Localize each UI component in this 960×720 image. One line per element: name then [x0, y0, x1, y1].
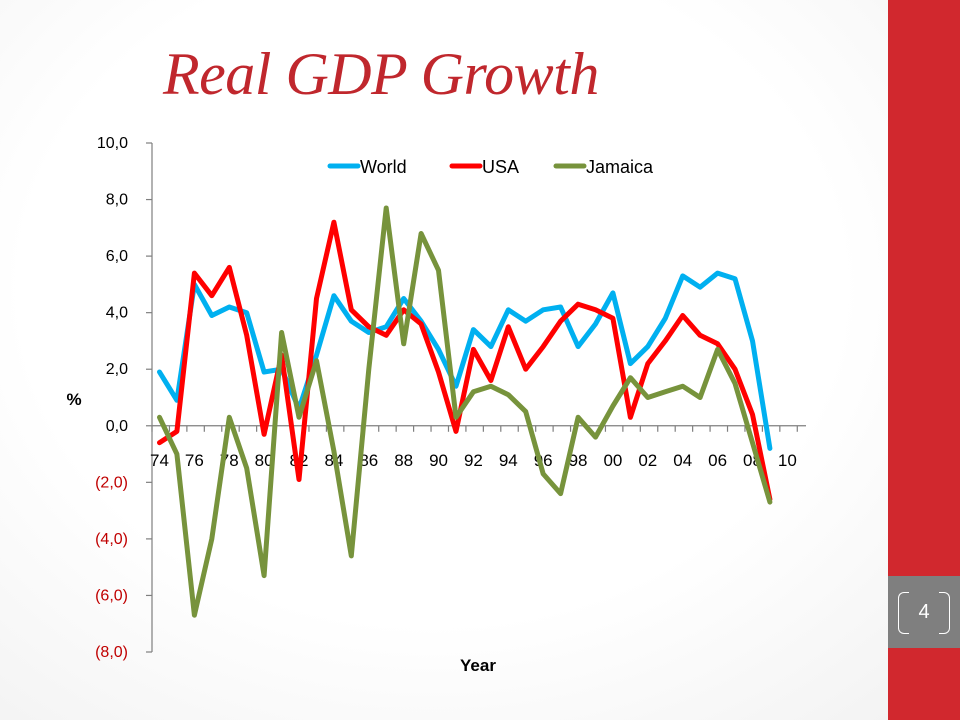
x-tick-label: 92	[464, 451, 483, 470]
y-tick-label: 0,0	[106, 418, 128, 435]
x-tick-label: 10	[778, 451, 797, 470]
x-tick-label: 00	[603, 451, 622, 470]
page-bracket-left	[898, 592, 909, 634]
y-axis-title: %	[66, 390, 81, 409]
x-tick-label: 90	[429, 451, 448, 470]
x-tick-label: 74	[150, 451, 169, 470]
x-tick-label: 86	[359, 451, 378, 470]
series-line-usa	[157, 219, 773, 502]
y-axis: 10,0 8,0 6,0 4,0 2,0 0,0 (2,0) (4,0) (6,0) (8,0)	[95, 135, 153, 661]
x-tick-label: 02	[638, 451, 657, 470]
page-number: 4	[918, 601, 930, 623]
y-tick-label: 2,0	[106, 361, 128, 378]
y-tick-label: (6,0)	[95, 587, 128, 604]
legend-label-jamaica: Jamaica	[586, 157, 654, 177]
y-tick-label: 8,0	[106, 192, 128, 209]
chart-legend: World USA Jamaica	[327, 157, 654, 177]
series-lines	[157, 205, 773, 618]
series-line-jamaica	[157, 205, 773, 618]
x-axis-title: Year	[460, 656, 496, 675]
y-tick-label: (2,0)	[95, 474, 128, 491]
slide-title: Real GDP Growth	[163, 41, 599, 107]
x-tick-label: 94	[499, 451, 518, 470]
page-bracket-right	[939, 592, 950, 634]
y-tick-label: 4,0	[106, 305, 128, 322]
x-tick-label: 98	[569, 451, 588, 470]
page-number-box: 4	[888, 576, 960, 648]
x-tick-label: 04	[673, 451, 692, 470]
y-tick-label: (8,0)	[95, 644, 128, 661]
x-tick-label: 76	[185, 451, 204, 470]
x-tick-label: 06	[708, 451, 727, 470]
x-axis: 74 76 78 80 82 84 86 88 90 92 94 96 98 00 02 04 06 08 10	[150, 425, 806, 470]
x-tick-label: 88	[394, 451, 413, 470]
y-tick-label: 6,0	[106, 248, 128, 265]
y-tick-label: 10,0	[97, 135, 128, 152]
x-tick-label: 80	[255, 451, 274, 470]
legend-label-world: World	[360, 157, 407, 177]
legend-label-usa: USA	[482, 157, 519, 177]
y-tick-label: (4,0)	[95, 531, 128, 548]
series-line-world	[157, 270, 773, 451]
